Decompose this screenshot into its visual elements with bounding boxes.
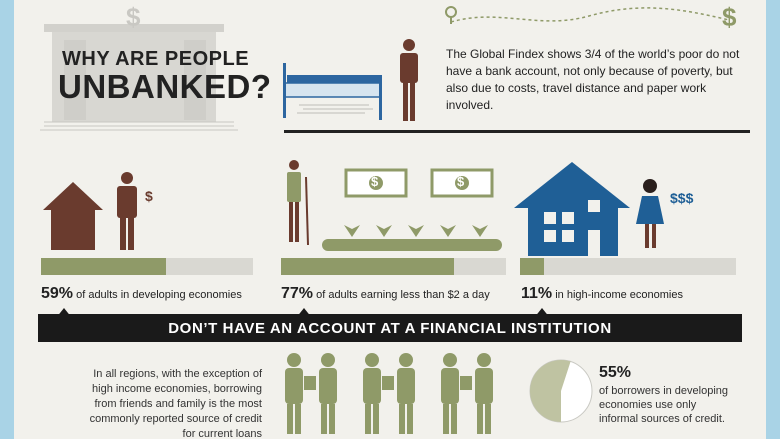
house-dollar-sign: $: [145, 188, 153, 204]
informal-credit-pie: [529, 359, 593, 423]
informal-note: of borrowers in developing economies use…: [599, 385, 729, 425]
stat-high-income: 11% in high-income economies: [521, 285, 683, 303]
infographic: $ WHY ARE PEOPLE UNBANKED? $ The Global …: [14, 0, 766, 439]
header-divider: [284, 130, 750, 133]
borrowing-note: In all regions, with the exception of hi…: [89, 368, 262, 439]
page-title-line2: UNBANKED?: [58, 68, 272, 105]
dollar-sign-icon: $: [722, 2, 737, 32]
bed-and-man-illustration: [283, 39, 418, 121]
stat-bar-fill-high-income: [520, 258, 544, 275]
stat-percent: 59%: [41, 285, 74, 302]
stat-percent: 11%: [521, 285, 553, 302]
stat-developing: 59% of adults in developing economies: [41, 285, 242, 303]
stat-percent: 77%: [281, 285, 314, 302]
pie-slice-informal: [530, 360, 571, 422]
intro-text: The Global Findex shows 3/4 of the world…: [446, 47, 740, 112]
people-exchanging-money-illustration: [285, 353, 493, 434]
travel-route-graphic: [445, 6, 730, 24]
stat-bar-fill-poor: [281, 258, 455, 275]
stat-bar-poor: [281, 258, 506, 275]
stat-label: of adults in developing economies: [76, 289, 242, 301]
stat-poor: 77% of adults earning less than $2 a day: [281, 285, 490, 303]
stat-bar-fill-developing: [41, 258, 167, 275]
informal-percent: 55%: [599, 364, 632, 381]
bank-dollar-sign: $: [126, 2, 141, 32]
bank-building-graphic: [40, 24, 238, 131]
woman-dollar-signs: $$$: [670, 190, 694, 206]
stat-bar-developing: [41, 258, 253, 275]
house-and-man-illustration: [43, 172, 137, 250]
banknote-symbol-1: $: [371, 174, 379, 189]
stat-bar-high-income: [520, 258, 736, 275]
banknote-symbol-2: $: [457, 174, 465, 189]
stat-label: of adults earning less than $2 a day: [316, 289, 490, 301]
blue-house-and-woman-illustration: [514, 162, 664, 256]
page-title-line1: WHY ARE PEOPLE: [62, 48, 250, 70]
farmer-and-crops-illustration: [287, 160, 502, 251]
banner: DON’T HAVE AN ACCOUNT AT A FINANCIAL INS…: [38, 314, 742, 342]
stat-label: in high-income economies: [555, 289, 683, 301]
